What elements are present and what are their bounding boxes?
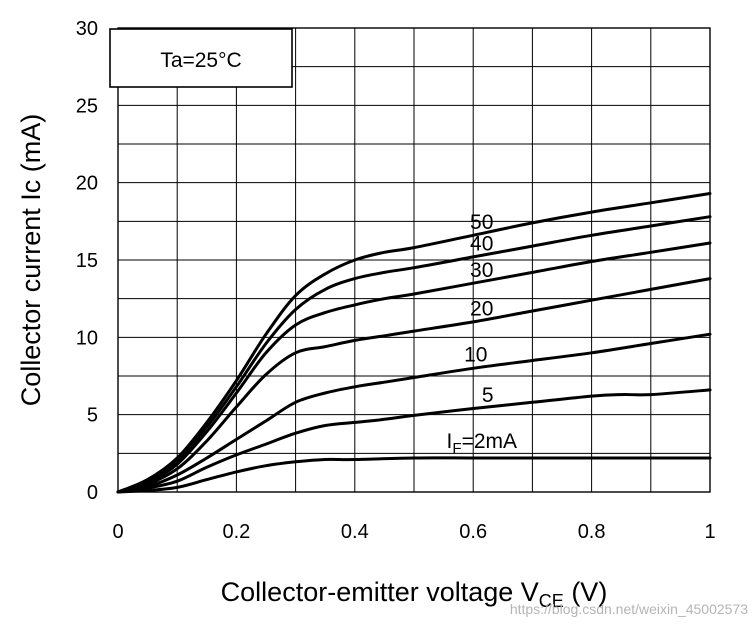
y-tick-label: 15 [76, 250, 98, 272]
y-tick-labels: 0 5 10 15 20 25 30 [76, 18, 98, 504]
x-axis-title: Collector-emitter voltage VCE (V) [221, 577, 608, 611]
series-label: 40 [470, 233, 493, 256]
x-axis-title-main: Collector-emitter voltage V [221, 577, 539, 607]
series-line [116, 456, 712, 494]
series-line [116, 277, 712, 494]
x-tick-label: 0 [112, 521, 123, 543]
series-label: 20 [470, 298, 493, 321]
series-line [116, 192, 712, 494]
y-axis-title: Collector current Ic (mA) [16, 114, 46, 407]
series-label: 50 [470, 211, 493, 234]
series-label: 30 [470, 259, 493, 282]
x-tick-label: 0.4 [341, 521, 369, 543]
y-tick-label: 30 [76, 18, 98, 40]
series-line [116, 332, 712, 494]
watermark: https://blog.csdn.net/weixin_45002573 [510, 601, 748, 617]
plot-frame [117, 27, 711, 493]
x-axis-title-sub: CE [539, 591, 564, 611]
y-tick-label: 20 [76, 173, 98, 195]
x-tick-label: 0.2 [222, 521, 250, 543]
x-tick-label: 0.6 [459, 521, 487, 543]
series-curves [116, 192, 712, 494]
x-axis-title-unit: (V) [564, 577, 608, 607]
x-tick-labels: 0 0.2 0.4 0.6 0.8 1 [112, 521, 715, 543]
annotation-text: Ta=25°C [160, 49, 241, 72]
series-label: 10 [464, 343, 487, 366]
series-label: 5 [482, 384, 494, 407]
series-line [116, 388, 712, 494]
y-tick-label: 25 [76, 95, 98, 117]
series-label: IF=2mA [447, 430, 517, 457]
y-tick-label: 0 [87, 482, 98, 504]
x-tick-label: 0.8 [578, 521, 606, 543]
y-tick-label: 10 [76, 327, 98, 349]
y-tick-label: 5 [87, 405, 98, 427]
x-tick-label: 1 [704, 521, 715, 543]
series-line [116, 241, 712, 494]
annotation-box [109, 28, 293, 88]
series-line [116, 215, 712, 494]
